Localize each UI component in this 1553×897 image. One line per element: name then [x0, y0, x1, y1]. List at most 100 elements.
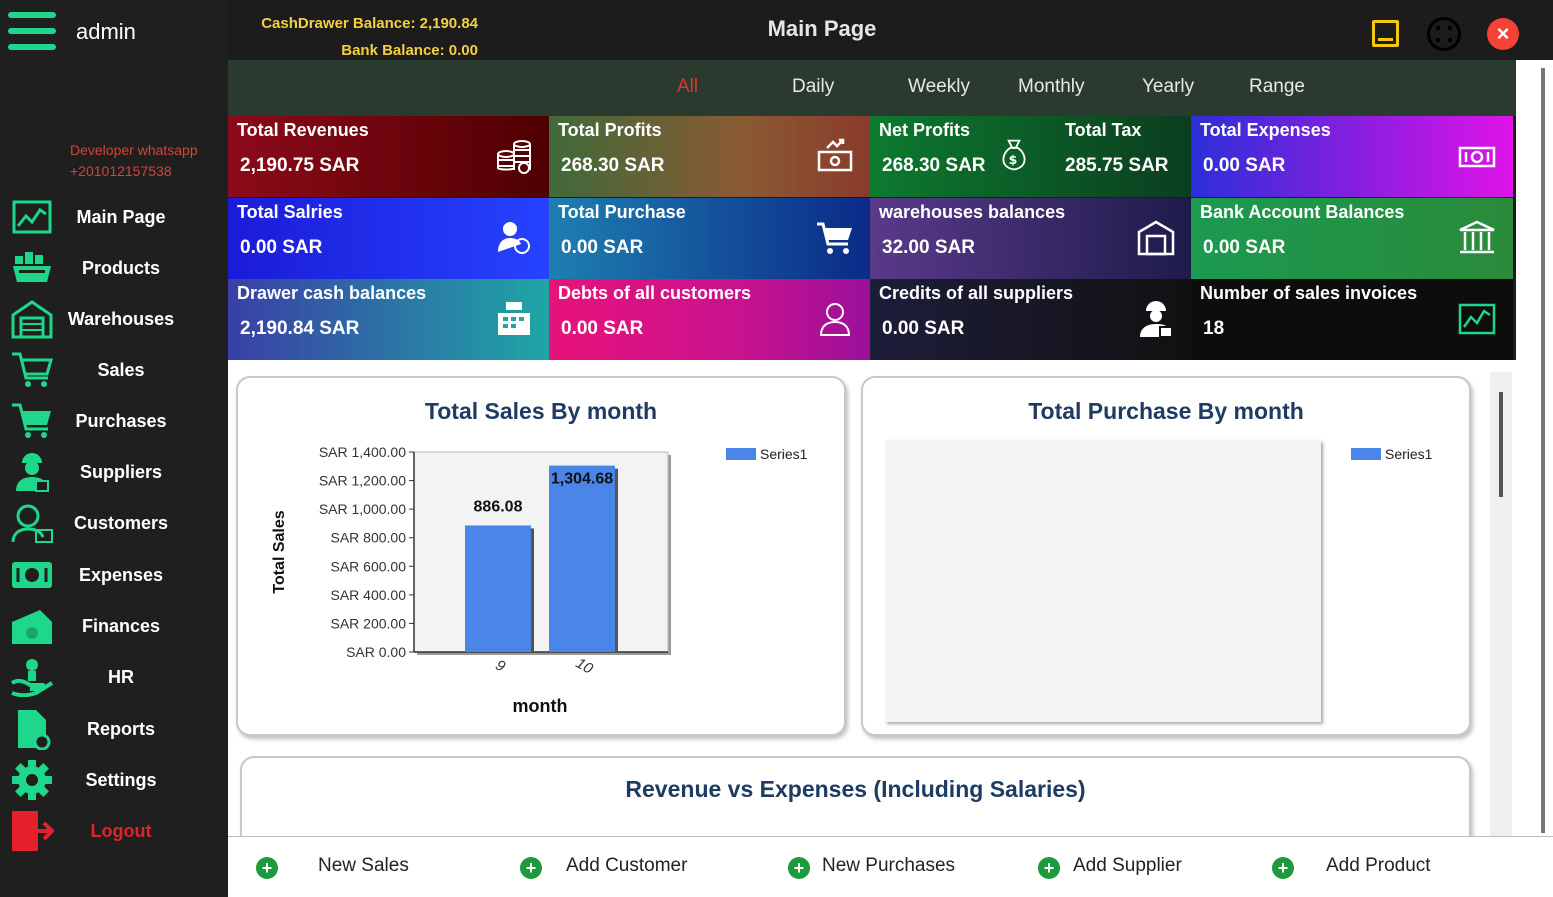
tile-value: 0.00 SAR [882, 318, 965, 339]
tile-total-salaries[interactable]: Total Salries 0.00 SAR [228, 198, 550, 279]
tile-total-purchase[interactable]: Total Purchase 0.00 SAR [549, 198, 871, 279]
close-icon[interactable]: × [1487, 18, 1519, 50]
y-tick-label: SAR 1,000.00 [319, 501, 406, 517]
warehouse-icon [10, 299, 54, 339]
minimize-icon[interactable] [1372, 20, 1399, 47]
tile-total-revenues[interactable]: Total Revenues 2,190.75 SAR [228, 116, 550, 197]
add-supplier-button[interactable]: + Add Supplier [1038, 837, 1182, 897]
tile-credits-suppliers[interactable]: Credits of all suppliers 0.00 SAR [870, 279, 1192, 360]
cashdrawer-balance-value: 2,190.84 [419, 15, 478, 32]
sales-chart-title: Total Sales By month [424, 398, 658, 424]
sidebar-item-label: Settings [85, 769, 157, 790]
new-sales-button[interactable]: + New Sales [256, 837, 409, 897]
add-product-button[interactable]: + Add Product [1272, 837, 1431, 897]
tile-label: Net Profits [879, 120, 971, 140]
page-scrollbar[interactable] [1516, 60, 1553, 836]
quick-action-label: Add Supplier [1073, 855, 1182, 876]
sidebar-item-suppliers[interactable]: Suppliers [0, 448, 228, 496]
sidebar-item-products[interactable]: Products [0, 244, 228, 292]
tile-value: 268.30 SAR [561, 155, 665, 176]
sidebar-item-warehouses[interactable]: Warehouses [0, 295, 228, 343]
tile-warehouses-balances[interactable]: warehouses balances 32.00 SAR [870, 198, 1192, 279]
revenue-expenses-title: Revenue vs Expenses (Including Salaries) [625, 776, 1086, 802]
plus-icon: + [256, 856, 278, 879]
sidebar-item-logout[interactable]: Logout [0, 807, 228, 855]
sidebar-item-sales[interactable]: Sales [0, 346, 228, 394]
sales-chart-card: Total Sales By month SAR 0.00 SAR 200.00 S… [236, 376, 846, 736]
plus-icon: + [520, 856, 542, 879]
tile-label: Total Purchase [558, 202, 686, 222]
tile-total-profits[interactable]: Total Profits 268.30 SAR [549, 116, 871, 197]
x-tick-label: 10 [573, 655, 597, 678]
scrollbar-thumb[interactable] [1499, 392, 1503, 497]
filter-daily[interactable]: Daily [792, 76, 835, 97]
bank-icon [1459, 220, 1495, 254]
cashdrawer-balance-label: CashDrawer Balance: [261, 15, 416, 32]
filter-all[interactable]: All [677, 76, 699, 97]
purchase-chart-plot-area [885, 440, 1321, 722]
x-axis-label: month [513, 696, 568, 716]
legend-label: Series1 [760, 446, 808, 462]
bar-data-label: 1,304.68 [551, 471, 613, 488]
new-purchases-button[interactable]: + New Purchases [788, 837, 955, 897]
sidebar-item-finances[interactable]: Finances [0, 602, 228, 650]
sidebar-item-hr[interactable]: HR [0, 653, 228, 701]
tile-value: 18 [1203, 318, 1225, 339]
sidebar-item-purchases[interactable]: Purchases [0, 397, 228, 445]
tile-net-profits[interactable]: Net Profits 268.30 SAR $ Total Tax 285.7… [870, 116, 1192, 197]
tile-number-of-sales-invoices[interactable]: Number of sales invoices 18 [1191, 279, 1513, 360]
tile-drawer-cash-balances[interactable]: Drawer cash balances 2,190.84 SAR [228, 279, 550, 360]
legend-swatch [726, 448, 756, 460]
money-stack-icon [10, 606, 54, 646]
tile-label: warehouses balances [879, 202, 1066, 222]
tile-debts-customers[interactable]: Debts of all customers 0.00 SAR [549, 279, 871, 360]
tile-bank-account-balances[interactable]: Bank Account Balances 0.00 SAR [1191, 198, 1513, 279]
add-customer-button[interactable]: + Add Customer [520, 837, 687, 897]
sidebar-item-customers[interactable]: Customers [0, 499, 228, 547]
bar [465, 525, 531, 652]
filter-monthly[interactable]: Monthly [1018, 76, 1085, 97]
sidebar-item-label: Suppliers [79, 461, 163, 482]
y-tick-label: SAR 1,200.00 [319, 473, 406, 489]
sidebar-item-expenses[interactable]: Expenses [0, 551, 228, 599]
page-scrollbar-thumb[interactable] [1541, 68, 1545, 833]
purchase-chart-title: Total Purchase By month [1028, 398, 1304, 424]
filter-weekly[interactable]: Weekly [908, 76, 970, 97]
username-label: admin [76, 19, 136, 44]
plus-icon: + [788, 856, 810, 879]
tile-value: 0.00 SAR [561, 237, 644, 258]
sidebar-item-label: Finances [81, 615, 161, 636]
x-tick-label: 9 [492, 657, 508, 676]
salary-person-icon [498, 222, 530, 254]
tile-value: 0.00 SAR [1203, 237, 1286, 258]
sidebar-item-label: Reports [86, 718, 155, 739]
developer-label: Developer whatsapp [70, 142, 198, 158]
sidebar-item-main-page[interactable]: Main Page [0, 193, 228, 241]
filter-range[interactable]: Range [1249, 76, 1305, 97]
sidebar-item-label: Expenses [78, 564, 164, 585]
content-scrollbar[interactable] [1490, 372, 1512, 836]
tile-label: Total Salries [237, 202, 343, 222]
filter-yearly[interactable]: Yearly [1142, 76, 1195, 97]
y-tick-label: SAR 400.00 [331, 587, 407, 603]
quick-action-label: Add Customer [566, 855, 688, 876]
quick-actions-bar: + New Sales + Add Customer + New Purchas… [228, 836, 1553, 897]
maximize-icon[interactable] [1427, 17, 1461, 51]
customer-icon [10, 503, 54, 543]
plot-area [413, 451, 669, 653]
svg-text:$: $ [1009, 152, 1018, 167]
y-tick-label: SAR 1,400.00 [319, 444, 406, 460]
products-basket-icon [10, 248, 54, 288]
sidebar-item-settings[interactable]: Settings [0, 756, 228, 804]
tile-total-expenses[interactable]: Total Expenses 0.00 SAR [1191, 116, 1513, 197]
tile-label: Credits of all suppliers [879, 283, 1074, 303]
hamburger-menu-icon[interactable] [8, 12, 56, 54]
profit-cash-icon [817, 138, 853, 172]
tile-value-total-tax: 285.75 SAR [1065, 155, 1169, 176]
y-axis-label: Total Sales [271, 510, 288, 593]
bar [549, 465, 615, 652]
y-tick-label: SAR 200.00 [331, 615, 407, 631]
sidebar-item-reports[interactable]: Reports [0, 705, 228, 753]
legend-swatch [1351, 448, 1381, 460]
